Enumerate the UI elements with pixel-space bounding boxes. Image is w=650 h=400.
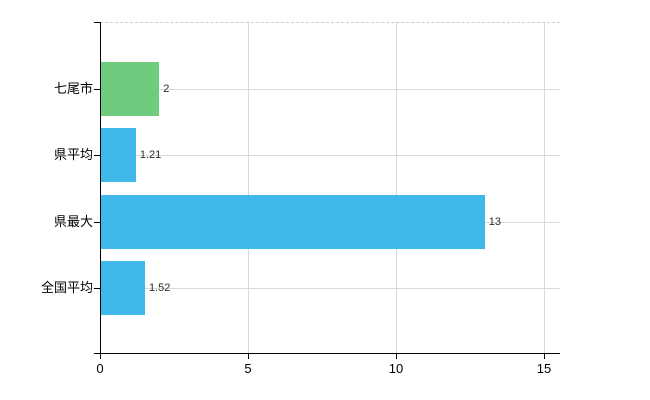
- x-tick-label: 5: [244, 361, 252, 376]
- y-axis-tick: [94, 288, 100, 289]
- category-label: 全国平均: [40, 280, 93, 295]
- gridline-vertical: [395, 22, 397, 353]
- bar: [101, 261, 145, 315]
- x-axis-tick: [396, 353, 397, 359]
- y-axis-tick: [94, 89, 100, 90]
- x-axis-tick: [248, 353, 249, 359]
- x-tick-label: 10: [388, 361, 404, 376]
- x-tick-label: 0: [96, 361, 104, 376]
- y-axis-top-tick: [94, 22, 100, 23]
- bar: [101, 195, 485, 249]
- bar: [101, 128, 136, 182]
- category-label: 県平均: [53, 147, 93, 162]
- x-tick-label: 15: [536, 361, 552, 376]
- y-axis-tick: [94, 222, 100, 223]
- category-label: 県最大: [53, 214, 93, 229]
- bar-value-label: 1.52: [148, 282, 171, 294]
- y-axis-tick: [94, 155, 100, 156]
- plot-top-border: [100, 22, 560, 23]
- bar-value-label: 1.21: [139, 149, 162, 161]
- gridline-horizontal: [100, 288, 560, 289]
- gridline-vertical: [247, 22, 249, 353]
- y-axis: [100, 22, 101, 359]
- x-axis-tick: [544, 353, 545, 359]
- bar-value-label: 13: [488, 216, 502, 228]
- gridline-horizontal: [100, 89, 560, 90]
- gridline-horizontal: [100, 155, 560, 156]
- bar-value-label: 2: [163, 83, 170, 95]
- category-label: 七尾市: [53, 81, 93, 96]
- bar: [101, 62, 160, 116]
- gridline-vertical: [543, 22, 545, 353]
- x-axis: [94, 353, 560, 354]
